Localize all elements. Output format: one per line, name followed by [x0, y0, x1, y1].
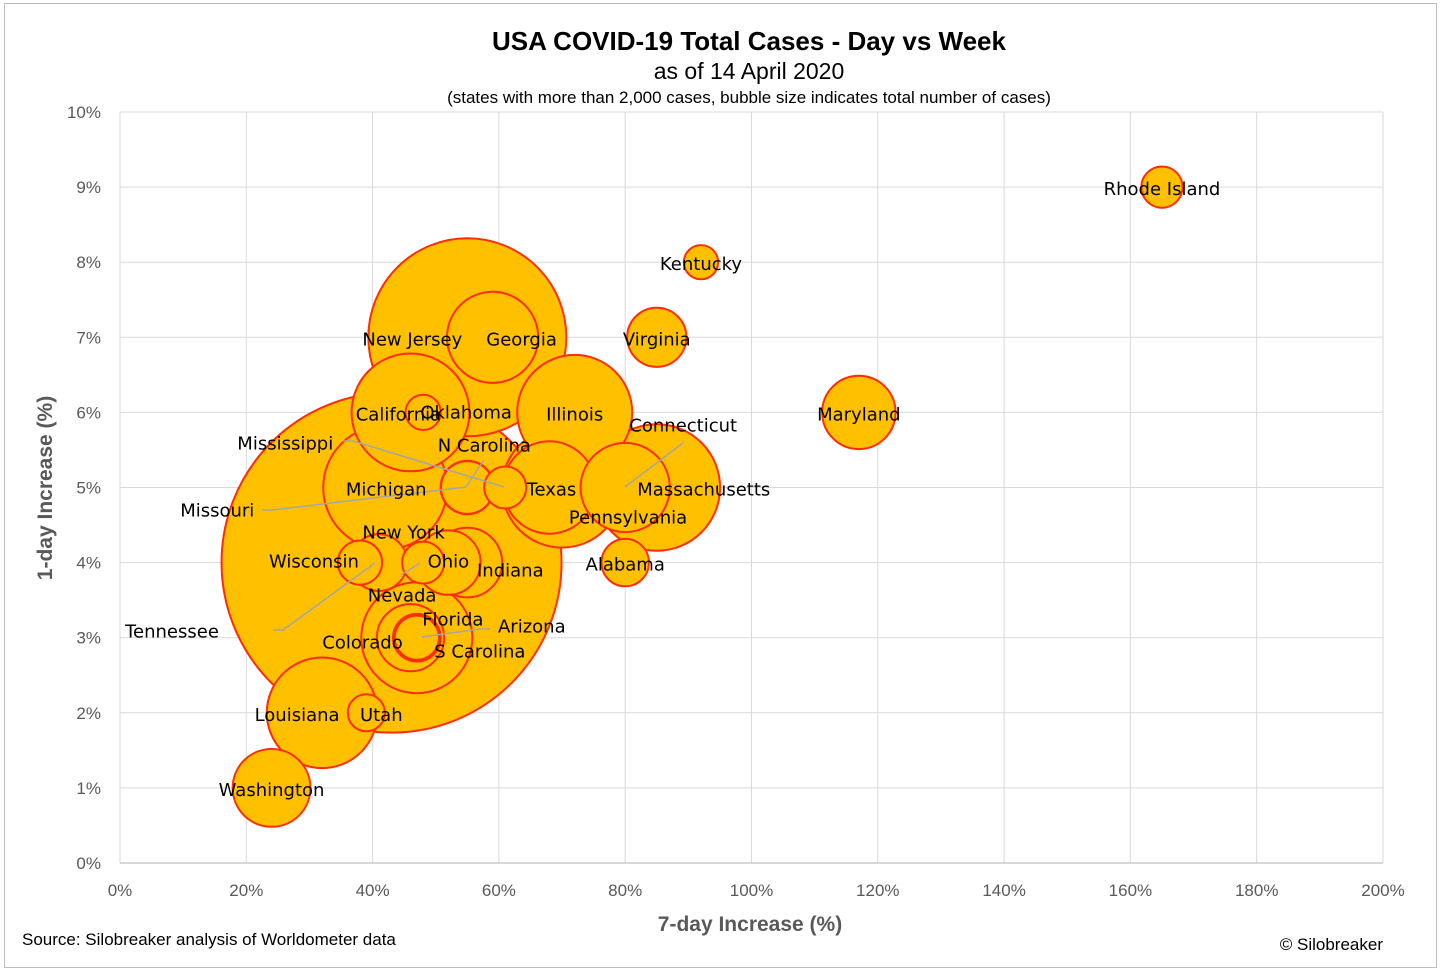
bubble-label: Maryland: [817, 404, 900, 425]
leader-line: [624, 442, 684, 488]
bubble-wisconsin: [336, 539, 384, 586]
bubble-label: Pennsylvania: [569, 508, 687, 529]
bubble-label: New Jersey: [362, 329, 462, 350]
x-tick-label: 20%: [229, 881, 263, 900]
y-axis-title: 1-day Increase (%): [34, 396, 57, 580]
y-tick-label: 7%: [76, 328, 101, 347]
bubble-label: S Carolina: [434, 642, 525, 663]
x-tick-label: 40%: [356, 881, 390, 900]
bubble-washington: [231, 748, 312, 828]
bubble-label: Tennessee: [124, 622, 219, 643]
x-tick-label: 180%: [1235, 881, 1278, 900]
bubble-connecticut: [579, 441, 671, 534]
leader-line: [343, 440, 505, 488]
bubble-labels: New York New Jersey Massachusetts Michigan P…: [124, 179, 1220, 801]
bubble-label: Illinois: [546, 404, 603, 425]
bubble-label: Georgia: [486, 329, 557, 350]
bubble-label: Wisconsin: [269, 552, 359, 573]
chart-note: (states with more than 2,000 cases, bubb…: [447, 88, 1051, 107]
x-tick-label: 0%: [108, 881, 133, 900]
x-tick-label: 120%: [856, 881, 899, 900]
bubble-virginia: [626, 306, 688, 368]
x-tick-label: 100%: [730, 881, 773, 900]
x-tick-label: 60%: [482, 881, 516, 900]
y-tick-label: 1%: [76, 779, 101, 798]
bubble-label: Alabama: [586, 555, 665, 576]
bubble-label: Kentucky: [660, 254, 743, 275]
bubble-label: Ohio: [428, 552, 470, 573]
bubble-label: Colorado: [322, 633, 402, 654]
bubble-mississippi: [483, 465, 528, 510]
bubble-label: Missouri: [180, 501, 254, 522]
tick-labels: 0% 20% 40% 60% 80% 100% 120% 140% 160% 180% 200% 0%…: [67, 103, 1405, 900]
leader-line: [273, 562, 376, 631]
bubble-alabama: [600, 537, 650, 588]
x-axis-title: 7-day Increase (%): [658, 913, 842, 936]
x-tick-label: 80%: [608, 881, 642, 900]
bubble-s-carolina: [393, 614, 440, 661]
bubble-utah: [346, 693, 386, 733]
bubble-label: Mississippi: [237, 434, 333, 455]
bubble-label: Indiana: [477, 561, 544, 582]
y-tick-label: 6%: [76, 403, 101, 422]
x-tick-label: 140%: [982, 881, 1025, 900]
bubble-label: Florida: [422, 610, 483, 631]
leader-line: [262, 486, 467, 511]
y-tick-label: 3%: [76, 629, 101, 648]
bubble-label: Washington: [219, 780, 325, 801]
bubble-label: Michigan: [346, 480, 427, 501]
leader-line: [421, 628, 490, 638]
y-tick-label: 4%: [76, 554, 101, 573]
bubble-label: Rhode Island: [1104, 179, 1221, 200]
leader-line: [400, 562, 421, 576]
bubble-label: Connecticut: [629, 416, 737, 437]
bubble-label: Oklahoma: [420, 402, 512, 423]
bubble-nevada: [401, 540, 446, 585]
bubble-label: California: [356, 404, 441, 425]
chart-subtitle: as of 14 April 2020: [654, 58, 845, 84]
bubble-georgia: [445, 290, 540, 384]
bubble-label: Louisiana: [255, 705, 340, 726]
y-tick-label: 9%: [76, 178, 101, 197]
x-tick-label: 200%: [1361, 881, 1404, 900]
bubble-maryland: [821, 374, 897, 451]
y-tick-label: 8%: [76, 253, 101, 272]
bubble-oklahoma: [404, 393, 442, 431]
copyright-note: © Silobreaker: [1280, 935, 1384, 954]
x-tick-label: 160%: [1109, 881, 1152, 900]
y-tick-label: 10%: [67, 103, 101, 122]
bubble-kentucky: [682, 244, 720, 281]
bubble-label: Virginia: [623, 329, 691, 350]
y-tick-label: 0%: [76, 854, 101, 873]
bubble-rhode-island: [1140, 165, 1184, 209]
bubble-label: N Carolina: [438, 436, 531, 457]
bubble-label: Massachusetts: [637, 480, 770, 501]
bubble-label: New York: [362, 523, 445, 544]
bubble-label: Texas: [526, 480, 577, 501]
chart-title: USA COVID-19 Total Cases - Day vs Week: [492, 26, 1006, 56]
bubbles: [220, 165, 1184, 828]
bubble-label: Arizona: [498, 617, 566, 638]
leader-lines: [262, 440, 684, 638]
y-tick-label: 2%: [76, 704, 101, 723]
leader-line: [465, 459, 485, 488]
bubble-label: Nevada: [368, 586, 437, 607]
source-note: Source: Silobreaker analysis of Worldome…: [22, 930, 396, 949]
y-tick-label: 5%: [76, 479, 101, 498]
bubble-label: Utah: [360, 705, 403, 726]
